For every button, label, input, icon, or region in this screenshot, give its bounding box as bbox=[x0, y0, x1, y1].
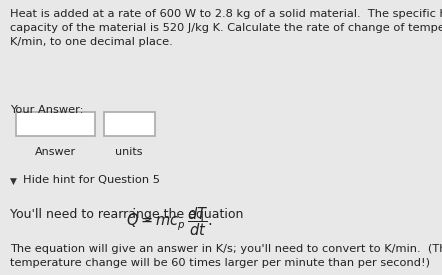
Text: units: units bbox=[115, 147, 143, 157]
FancyBboxPatch shape bbox=[15, 112, 95, 136]
Text: Your Answer:: Your Answer: bbox=[10, 105, 84, 115]
Text: Answer: Answer bbox=[35, 147, 76, 157]
Text: The equation will give an answer in K/s; you'll need to convert to K/min.  (The
: The equation will give an answer in K/s;… bbox=[10, 244, 442, 268]
FancyBboxPatch shape bbox=[103, 112, 155, 136]
Text: ▼: ▼ bbox=[10, 177, 17, 186]
Text: Heat is added at a rate of 600 W to 2.8 kg of a solid material.  The specific he: Heat is added at a rate of 600 W to 2.8 … bbox=[10, 9, 442, 47]
Text: You'll need to rearrange the equation: You'll need to rearrange the equation bbox=[10, 208, 247, 221]
Text: Hide hint for Question 5: Hide hint for Question 5 bbox=[23, 175, 160, 185]
Text: $\dot{Q} = mc_p\,\dfrac{dT}{dt}$.: $\dot{Q} = mc_p\,\dfrac{dT}{dt}$. bbox=[126, 205, 213, 238]
